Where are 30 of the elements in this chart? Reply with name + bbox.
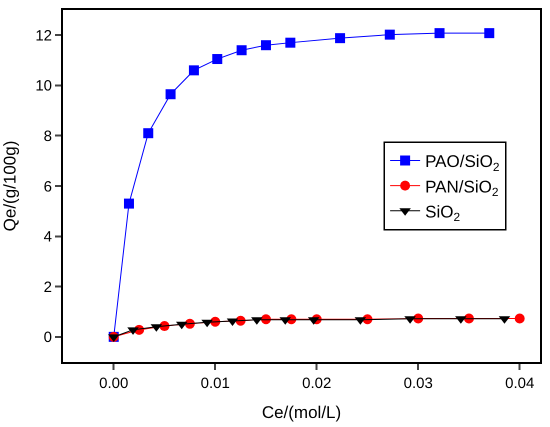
point (260, 40, 271, 50)
point (166, 89, 176, 100)
point (285, 38, 296, 48)
y-tick-label: 12 (35, 27, 52, 44)
x-tick-label: 0.00 (99, 375, 128, 392)
point (212, 54, 222, 64)
point (188, 65, 199, 76)
point (335, 33, 346, 44)
x-tick-label: 0.03 (404, 375, 433, 392)
y-tick-label: 8 (44, 128, 52, 145)
y-tick-label: 2 (44, 278, 52, 296)
point (236, 45, 247, 56)
point (434, 28, 445, 38)
legend-label: SiO$_{2}$ (425, 202, 460, 224)
point (514, 314, 525, 324)
y-tick-label: 0 (44, 329, 52, 346)
legend-label: PAO/SiO$_{2}$ (425, 152, 500, 174)
x-tick-label: 0.04 (505, 375, 534, 392)
y-tick-label: 4 (44, 228, 52, 246)
y-axis-title: Qe/(g/100g) (0, 140, 20, 232)
point (143, 128, 154, 138)
x-tick-label: 0.01 (200, 375, 230, 392)
point (124, 198, 134, 209)
y-tick-label: 10 (35, 78, 52, 95)
point (484, 28, 494, 38)
point (384, 30, 395, 40)
y-tick-label: 6 (44, 178, 52, 196)
x-axis-title: Ce/(mol/L) (262, 402, 342, 422)
x-tick-label: 0.02 (302, 375, 332, 392)
legend-label: PAN/SiO$_{2}$ (425, 177, 499, 199)
